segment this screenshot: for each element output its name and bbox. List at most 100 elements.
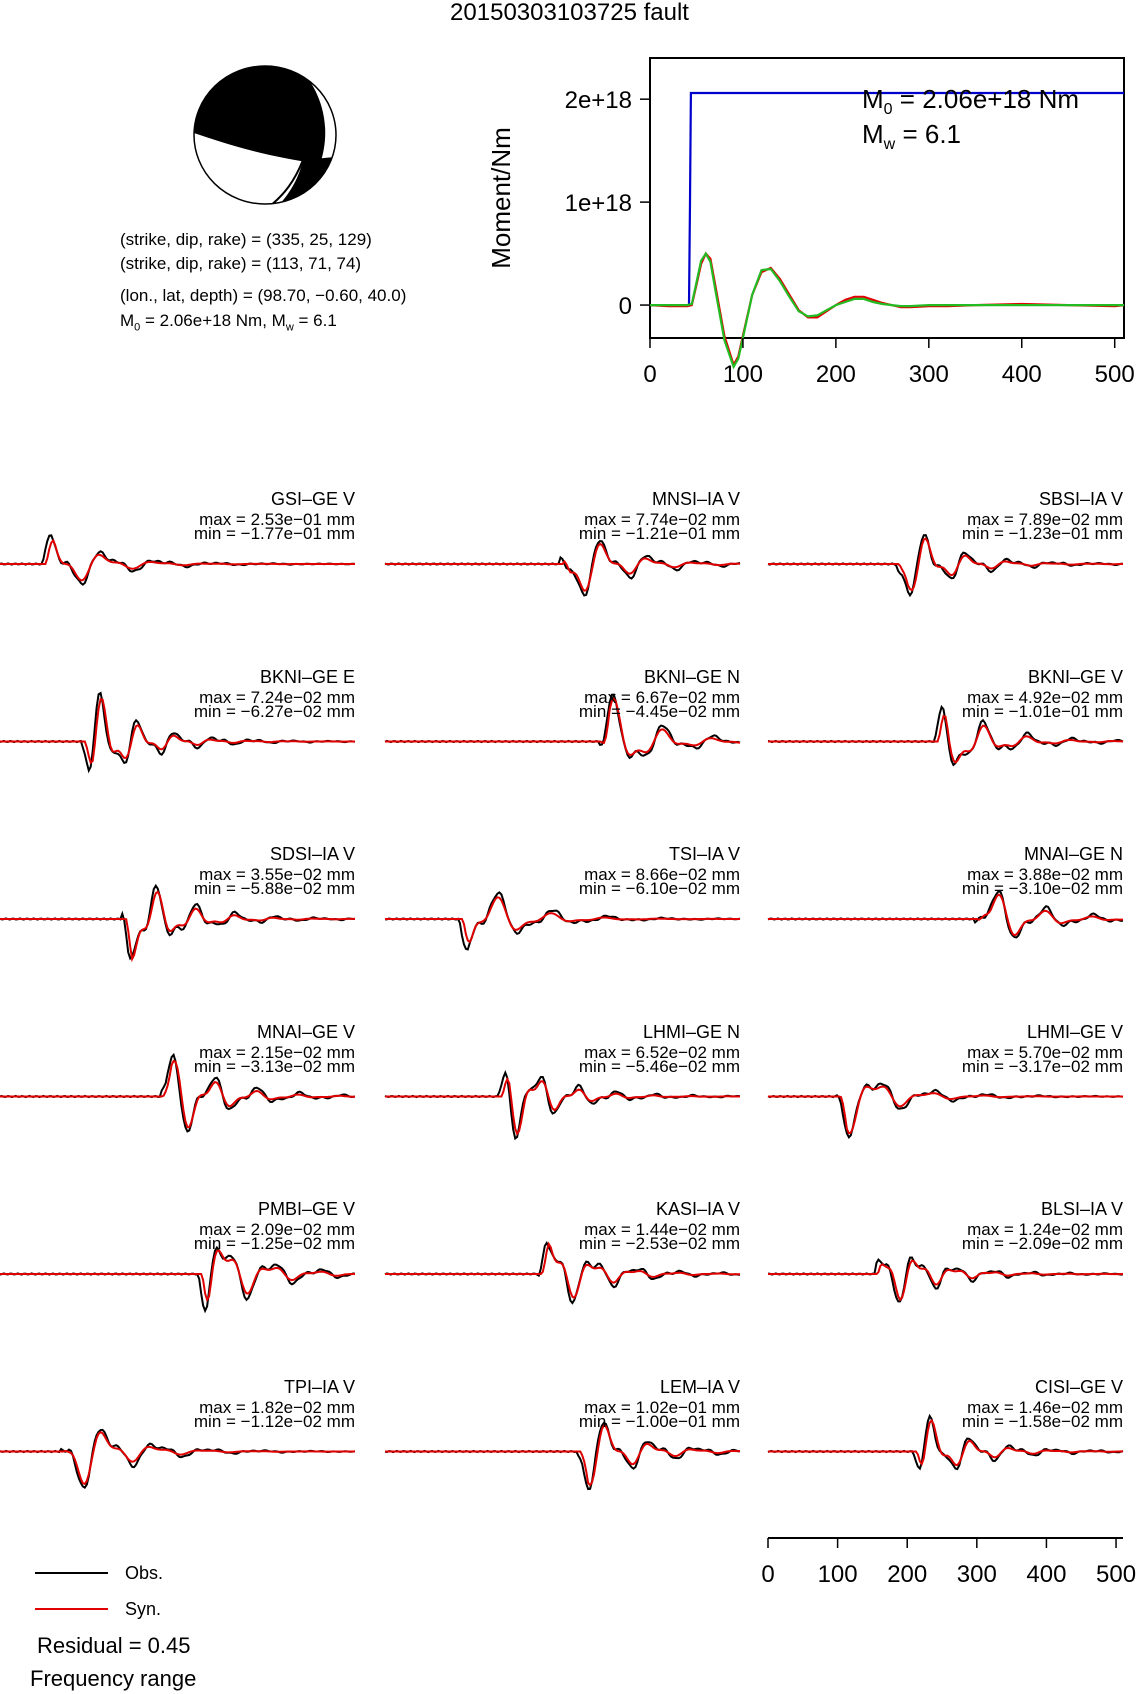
station-min: min = −2.09e−02 mm xyxy=(961,1234,1123,1253)
station-max: max = 4.92e−02 mm xyxy=(967,687,1123,707)
focal-info-nodal-plane-2: (strike, dip, rake) = (113, 71, 74) xyxy=(120,254,362,273)
station-min: min = −1.77e−01 mm xyxy=(193,524,355,543)
station-max: max = 2.09e−02 mm xyxy=(199,1220,355,1239)
obs-trace xyxy=(767,1256,1124,1303)
syn-trace xyxy=(768,714,1123,764)
station-max: max = 2.53e−01 mm xyxy=(199,510,355,529)
station-min: min = −6.10e−02 mm xyxy=(578,879,740,898)
station-name: PMBI–GE V xyxy=(257,1199,355,1219)
syn-trace xyxy=(385,1241,741,1299)
station-name: TSI–IA V xyxy=(668,844,740,864)
obs-trace xyxy=(767,889,1124,939)
figure-title: 20150303103725 fault xyxy=(450,0,689,26)
legend-syn-label: Syn. xyxy=(125,1599,162,1619)
station-name: MNSI–IA V xyxy=(651,489,740,509)
station-min: min = −4.45e−02 mm xyxy=(578,701,740,721)
obs-trace xyxy=(384,540,741,597)
station-max: max = 1.02e−01 mm xyxy=(584,1397,740,1417)
station-name: LHMI–GE N xyxy=(642,1021,740,1042)
station-max: max = 1.24e−02 mm xyxy=(967,1220,1123,1239)
syn-trace xyxy=(0,698,355,765)
moment-plot-frame xyxy=(649,57,1125,339)
syn-trace xyxy=(385,896,740,944)
station-max: max = 6.52e−02 mm xyxy=(584,1042,740,1062)
time-axis-tick-label: 300 xyxy=(957,1561,997,1588)
moment-xtick-label: 100 xyxy=(723,361,763,388)
moment-mw-label: Mw = 6.1 xyxy=(862,119,962,154)
obs-trace xyxy=(384,1069,741,1141)
station-min: min = −2.53e−02 mm xyxy=(578,1234,740,1253)
syn-trace xyxy=(768,537,1123,592)
station-name: CISI–GE V xyxy=(1034,1376,1123,1397)
moment-xtick-label: 400 xyxy=(1002,361,1042,388)
moment-m0-label: M0 = 2.06e+18 Nm xyxy=(862,84,1080,119)
station-max: max = 7.89e−02 mm xyxy=(967,510,1123,529)
obs-trace xyxy=(767,1082,1124,1140)
obs-trace xyxy=(385,891,741,951)
syn-trace xyxy=(0,1059,355,1129)
station-name: TPI–IA V xyxy=(283,1376,355,1397)
time-axis-tick-label: 500 xyxy=(1096,1561,1136,1588)
syn-trace xyxy=(385,697,741,757)
station-min: min = −3.10e−02 mm xyxy=(961,879,1123,898)
station-max: max = 2.15e−02 mm xyxy=(199,1042,355,1062)
focal-info-nodal-plane-1: (strike, dip, rake) = (335, 25, 129) xyxy=(120,230,372,249)
time-axis-tick-label: 100 xyxy=(818,1561,858,1588)
station-min: min = −1.58e−02 mm xyxy=(961,1411,1123,1431)
obs-trace xyxy=(384,1421,740,1491)
station-name: BKNI–GE N xyxy=(643,666,740,687)
station-max: max = 7.24e−02 mm xyxy=(199,687,355,707)
station-name: LHMI–GE V xyxy=(1026,1021,1123,1042)
syn-trace xyxy=(385,1076,740,1136)
station-min: min = −1.01e−01 mm xyxy=(961,701,1123,721)
station-name: MNAI–GE V xyxy=(256,1021,355,1042)
station-max: max = 1.82e−02 mm xyxy=(199,1397,355,1417)
waveform-grid: 0100200300400500Time/s xyxy=(0,534,1136,1588)
station-max: max = 5.70e−02 mm xyxy=(967,1042,1123,1062)
station-min: min = −1.00e−01 mm xyxy=(578,1411,740,1431)
moment-xtick-label: 500 xyxy=(1095,361,1135,388)
moment-series-1 xyxy=(649,251,1125,368)
station-min: min = −1.23e−01 mm xyxy=(961,524,1123,543)
obs-trace xyxy=(0,1428,356,1489)
station-name: MNAI–GE N xyxy=(1023,844,1123,864)
station-min: min = −5.88e−02 mm xyxy=(193,879,355,898)
station-max: max = 8.66e−02 mm xyxy=(584,865,740,884)
moment-ytick-label: 0 xyxy=(619,293,632,320)
moment-yaxis-label: Moment/Nm xyxy=(486,127,516,269)
station-name: GSI–GE V xyxy=(270,489,355,509)
station-min: min = −1.12e−02 mm xyxy=(193,1411,355,1431)
time-axis-tick-label: 200 xyxy=(887,1561,927,1588)
syn-trace xyxy=(0,1431,355,1486)
focal-info-location: (lon., lat, depth) = (98.70, −0.60, 40.0… xyxy=(120,286,407,305)
time-axis-tick-label: 0 xyxy=(761,1561,774,1588)
syn-trace xyxy=(385,542,741,592)
moment-ytick-label: 2e+18 xyxy=(565,87,632,114)
station-name: BKNI–GE E xyxy=(259,666,355,687)
station-max: max = 1.46e−02 mm xyxy=(967,1397,1123,1417)
residual-label: Residual = 0.45 xyxy=(37,1633,191,1658)
time-axis-tick-label: 400 xyxy=(1026,1561,1066,1588)
beachball-diagram xyxy=(193,65,337,205)
station-min: min = −5.46e−02 mm xyxy=(578,1056,740,1076)
moment-ytick-label: 1e+18 xyxy=(565,190,632,217)
station-min: min = −3.13e−02 mm xyxy=(193,1056,355,1076)
station-max: max = 3.88e−02 mm xyxy=(967,865,1123,884)
syn-trace xyxy=(0,1249,356,1303)
moment-xaxis-label: Time/s xyxy=(848,406,925,410)
station-name: KASI–IA V xyxy=(655,1199,740,1219)
station-max: max = 7.74e−02 mm xyxy=(584,510,740,529)
station-name: SBSI–IA V xyxy=(1038,489,1123,509)
station-min: min = −3.17e−02 mm xyxy=(961,1056,1123,1076)
station-max: max = 3.55e−02 mm xyxy=(199,865,355,884)
station-min: min = −1.25e−02 mm xyxy=(193,1234,355,1253)
moment-xtick-label: 0 xyxy=(643,361,656,388)
moment-rate-chart: 0 100 200 300 400 500 0 1e+18 2e+18 Time/s Moment/… xyxy=(486,57,1135,410)
station-min: min = −1.21e−01 mm xyxy=(578,524,740,543)
station-max: max = 1.44e−02 mm xyxy=(584,1220,740,1239)
syn-trace xyxy=(0,890,355,963)
station-min: min = −6.27e−02 mm xyxy=(193,701,355,721)
syn-trace xyxy=(768,893,1123,937)
station-name: BKNI–GE V xyxy=(1027,666,1123,687)
station-max: max = 6.67e−02 mm xyxy=(584,687,740,707)
